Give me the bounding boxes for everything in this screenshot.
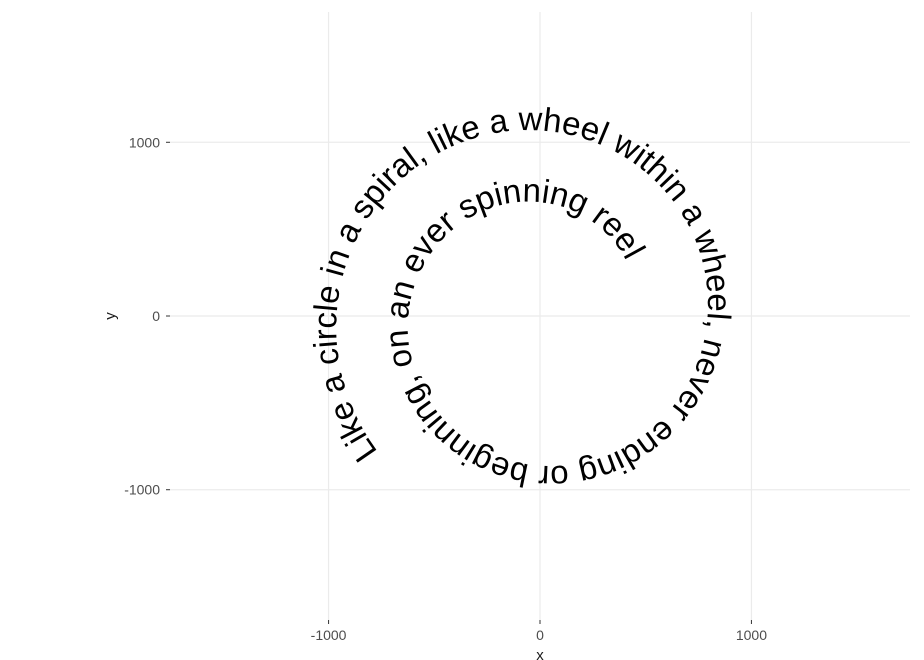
- y-tick-label: 1000: [129, 134, 160, 150]
- x-tick-label: 0: [536, 627, 544, 643]
- y-tick-label: 0: [152, 308, 160, 324]
- x-tick-label: 1000: [736, 627, 767, 643]
- y-axis-title: y: [102, 312, 119, 320]
- chart-stage: -100001000-100001000xyLike a circle in a…: [0, 0, 924, 660]
- x-tick-label: -1000: [311, 627, 347, 643]
- x-axis-title: x: [536, 647, 544, 660]
- chart-svg: -100001000-100001000xyLike a circle in a…: [0, 0, 924, 660]
- y-tick-label: -1000: [124, 482, 160, 498]
